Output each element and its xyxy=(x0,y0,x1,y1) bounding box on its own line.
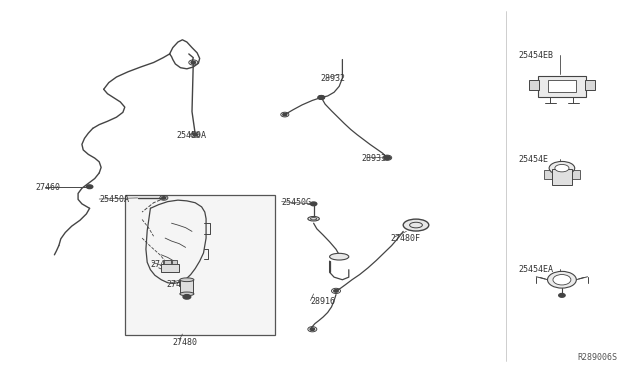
Circle shape xyxy=(310,328,315,330)
Bar xyxy=(548,80,576,92)
Circle shape xyxy=(385,156,389,159)
Text: 25450G: 25450G xyxy=(282,198,312,207)
Bar xyxy=(125,195,275,335)
Text: 27485: 27485 xyxy=(150,260,175,269)
Text: 25450A: 25450A xyxy=(176,131,206,140)
Ellipse shape xyxy=(308,217,319,221)
Text: 27460: 27460 xyxy=(35,183,60,192)
Bar xyxy=(544,170,553,179)
Circle shape xyxy=(193,133,197,136)
Text: 28916: 28916 xyxy=(310,297,335,306)
Text: 28932: 28932 xyxy=(320,74,345,83)
Text: 25454EB: 25454EB xyxy=(518,51,554,60)
Ellipse shape xyxy=(555,164,569,172)
Circle shape xyxy=(162,197,166,199)
Text: 27480: 27480 xyxy=(173,338,198,347)
Circle shape xyxy=(384,156,390,160)
Ellipse shape xyxy=(180,278,194,282)
Circle shape xyxy=(318,96,324,99)
Circle shape xyxy=(86,185,93,189)
Bar xyxy=(571,170,580,179)
Circle shape xyxy=(283,113,287,116)
Circle shape xyxy=(318,96,324,99)
Text: 27480F: 27480F xyxy=(390,234,420,243)
Ellipse shape xyxy=(549,161,575,175)
Ellipse shape xyxy=(180,292,194,296)
FancyArrowPatch shape xyxy=(579,278,584,279)
Circle shape xyxy=(310,202,317,206)
Text: 28933: 28933 xyxy=(362,154,387,163)
Bar xyxy=(529,80,539,90)
Ellipse shape xyxy=(548,272,576,288)
Ellipse shape xyxy=(330,253,349,260)
Text: 25450A: 25450A xyxy=(99,195,129,203)
Bar xyxy=(164,260,171,264)
Bar xyxy=(180,280,193,294)
Circle shape xyxy=(183,295,191,299)
FancyArrowPatch shape xyxy=(540,278,545,279)
Bar xyxy=(172,260,177,264)
Text: 25454E: 25454E xyxy=(518,155,548,164)
Circle shape xyxy=(191,61,196,64)
Bar xyxy=(538,76,586,97)
Bar xyxy=(585,80,595,90)
Ellipse shape xyxy=(403,219,429,231)
Circle shape xyxy=(559,294,565,297)
Bar xyxy=(161,264,179,272)
Ellipse shape xyxy=(553,275,571,285)
Text: 25454EA: 25454EA xyxy=(518,265,554,274)
Text: R289006S: R289006S xyxy=(578,353,618,362)
Circle shape xyxy=(334,289,339,292)
Text: 27490: 27490 xyxy=(166,280,191,289)
Bar xyxy=(552,169,572,185)
